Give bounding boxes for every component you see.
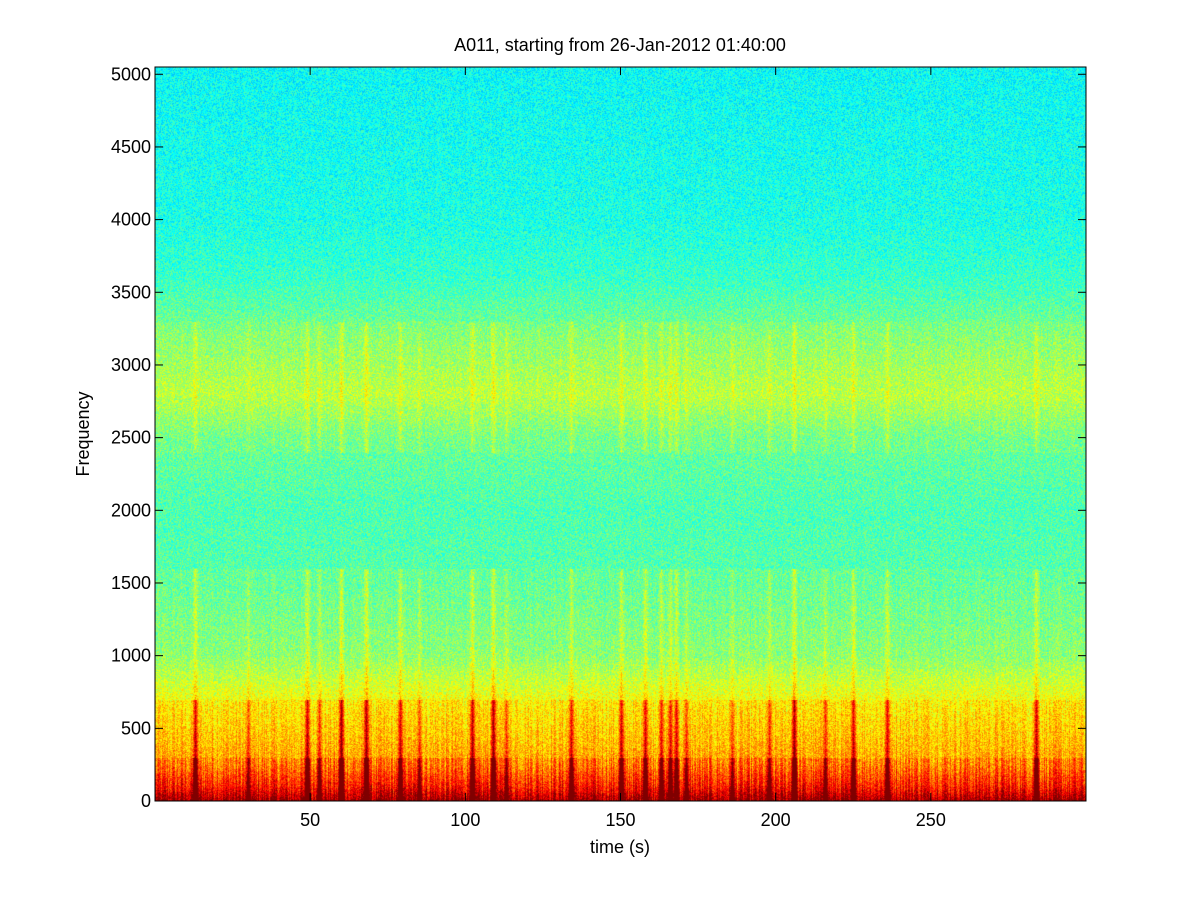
y-tick-label: 3000: [111, 355, 151, 375]
chart-title: A011, starting from 26-Jan-2012 01:40:00: [454, 35, 786, 55]
y-tick-label: 2500: [111, 428, 151, 448]
y-axis-label: Frequency: [73, 391, 93, 476]
y-tick-label: 4000: [111, 210, 151, 230]
spectrogram-plot-area: [155, 67, 1086, 801]
x-tick-label: 200: [761, 810, 791, 830]
y-tick-label: 2000: [111, 500, 151, 520]
y-axis: 0 500 1000 1500 2000 2500 3000 3500 4000 4500 5000: [111, 64, 1086, 811]
x-tick-label: 250: [916, 810, 946, 830]
y-tick-label: 0: [141, 791, 151, 811]
y-tick-label: 1000: [111, 646, 151, 666]
x-axis: 50 100 150 200 250: [300, 67, 946, 830]
x-tick-label: 50: [300, 810, 320, 830]
x-tick-label: 100: [450, 810, 480, 830]
y-tick-label: 3500: [111, 282, 151, 302]
spectrogram-image: [155, 67, 1086, 801]
y-tick-label: 1500: [111, 573, 151, 593]
x-axis-label: time (s): [590, 837, 650, 857]
y-tick-label: 5000: [111, 64, 151, 84]
y-tick-label: 500: [121, 718, 151, 738]
x-tick-label: 150: [605, 810, 635, 830]
y-tick-label: 4500: [111, 137, 151, 157]
